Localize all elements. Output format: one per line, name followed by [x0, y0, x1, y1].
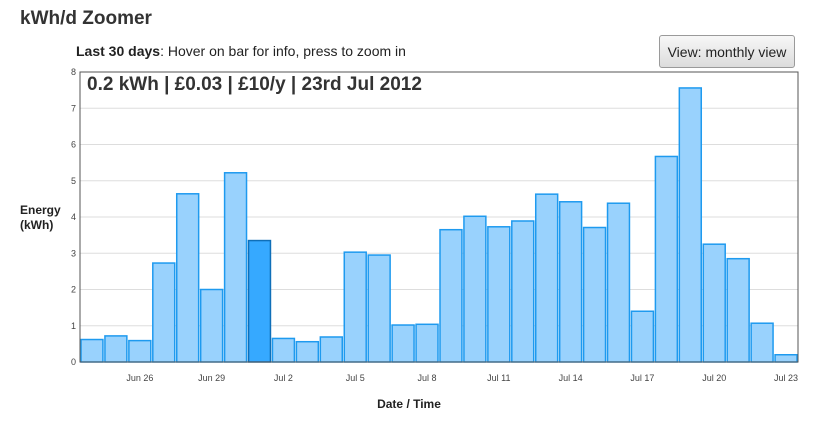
x-tick-label: Jul 5 — [346, 373, 365, 383]
y-tick-label: 7 — [71, 103, 76, 113]
bar[interactable]: Jun 29 — [199, 288, 224, 363]
bar[interactable]: Jun 24 — [80, 338, 104, 363]
bar-info-readout: 0.2 kWh | £0.03 | £10/y | 23rd Jul 2012 — [87, 74, 422, 95]
bar[interactable]: Jun 25 — [104, 335, 128, 363]
bar[interactable]: Jul 14 — [558, 201, 583, 363]
y-tick-label: 8 — [71, 67, 76, 77]
bar[interactable]: Jun 30 — [223, 172, 248, 363]
bar[interactable]: Jul 12 — [511, 220, 535, 363]
bar[interactable]: Jul 9 — [439, 228, 463, 363]
y-axis-label-line2: (kWh) — [20, 218, 54, 232]
bar[interactable]: Jul 8 — [415, 323, 439, 363]
bar-highlighted[interactable]: Jul 1 — [247, 239, 272, 363]
x-tick-label: Jul 23 — [774, 373, 798, 383]
bar[interactable]: Jul 13 — [534, 193, 559, 363]
x-tick-label: Jul 8 — [418, 373, 437, 383]
x-tick-label: Jun 26 — [126, 373, 153, 383]
bar[interactable]: Jul 7 — [391, 324, 415, 363]
x-tick-label: Jun 29 — [198, 373, 225, 383]
bar[interactable]: Jul 6 — [367, 254, 391, 363]
y-tick-label: 4 — [71, 212, 76, 222]
plot-frame — [79, 71, 799, 363]
bar[interactable]: Jul 23 — [774, 354, 798, 363]
view-monthly-button[interactable]: View: monthly view — [659, 35, 795, 68]
y-tick-label: 2 — [71, 285, 76, 295]
grid-layer — [80, 107, 798, 327]
bar[interactable]: Jun 28 — [175, 193, 200, 363]
y-tick-label: 0 — [71, 357, 76, 367]
x-tick-label: Jul 11 — [487, 373, 510, 383]
x-tick-label: Jul 17 — [630, 373, 654, 383]
y-axis-label: Energy (kWh) — [20, 203, 61, 233]
bar[interactable]: Jul 18 — [654, 155, 679, 363]
x-axis-label: Date / Time — [377, 397, 441, 411]
range-label: Last 30 days — [76, 43, 161, 59]
x-tick-label: Jul 14 — [559, 373, 583, 383]
bar[interactable]: Jul 5 — [343, 251, 367, 363]
y-tick-label: 5 — [71, 176, 76, 186]
x-tick-label: Jul 2 — [274, 373, 293, 383]
bar[interactable]: Jul 4 — [319, 336, 344, 363]
bar[interactable]: Jul 19 — [678, 87, 703, 363]
hover-hint: : Hover on bar for info, press to zoom i… — [160, 43, 406, 59]
y-tick-labels: 0 1 2 3 4 5 6 7 8 — [71, 67, 76, 367]
y-tick-label: 3 — [71, 248, 76, 258]
x-tick-label: Jul 20 — [702, 373, 726, 383]
y-tick-label: 6 — [71, 140, 76, 150]
bar[interactable]: Jul 16 — [606, 202, 631, 363]
bar[interactable]: Jul 10 — [463, 215, 487, 363]
bar[interactable]: Jul 15 — [582, 226, 607, 363]
bar[interactable]: Jul 22 — [750, 322, 774, 363]
bar[interactable]: Jul 21 — [726, 257, 750, 363]
y-tick-label: 1 — [71, 321, 76, 331]
bar[interactable]: Jun 27 — [152, 262, 176, 363]
bar[interactable]: Jun 26 — [128, 339, 152, 363]
subtitle: Last 30 days: Hover on bar for info, pre… — [76, 43, 406, 59]
bar[interactable]: Jul 20 — [702, 243, 726, 363]
bar[interactable]: Jul 11 — [487, 226, 511, 363]
app-title: kWh/d Zoomer — [20, 8, 152, 29]
x-tick-labels: Jun 26 Jun 29 Jul 2 Jul 5 Jul 8 Jul 11 Jul 14 J… — [126, 373, 798, 383]
bar[interactable]: Jul 2 — [271, 337, 296, 363]
y-axis-label-line1: Energy — [20, 203, 61, 217]
bar[interactable]: Jul 17 — [630, 310, 655, 363]
bar[interactable]: Jul 3 — [295, 340, 320, 363]
